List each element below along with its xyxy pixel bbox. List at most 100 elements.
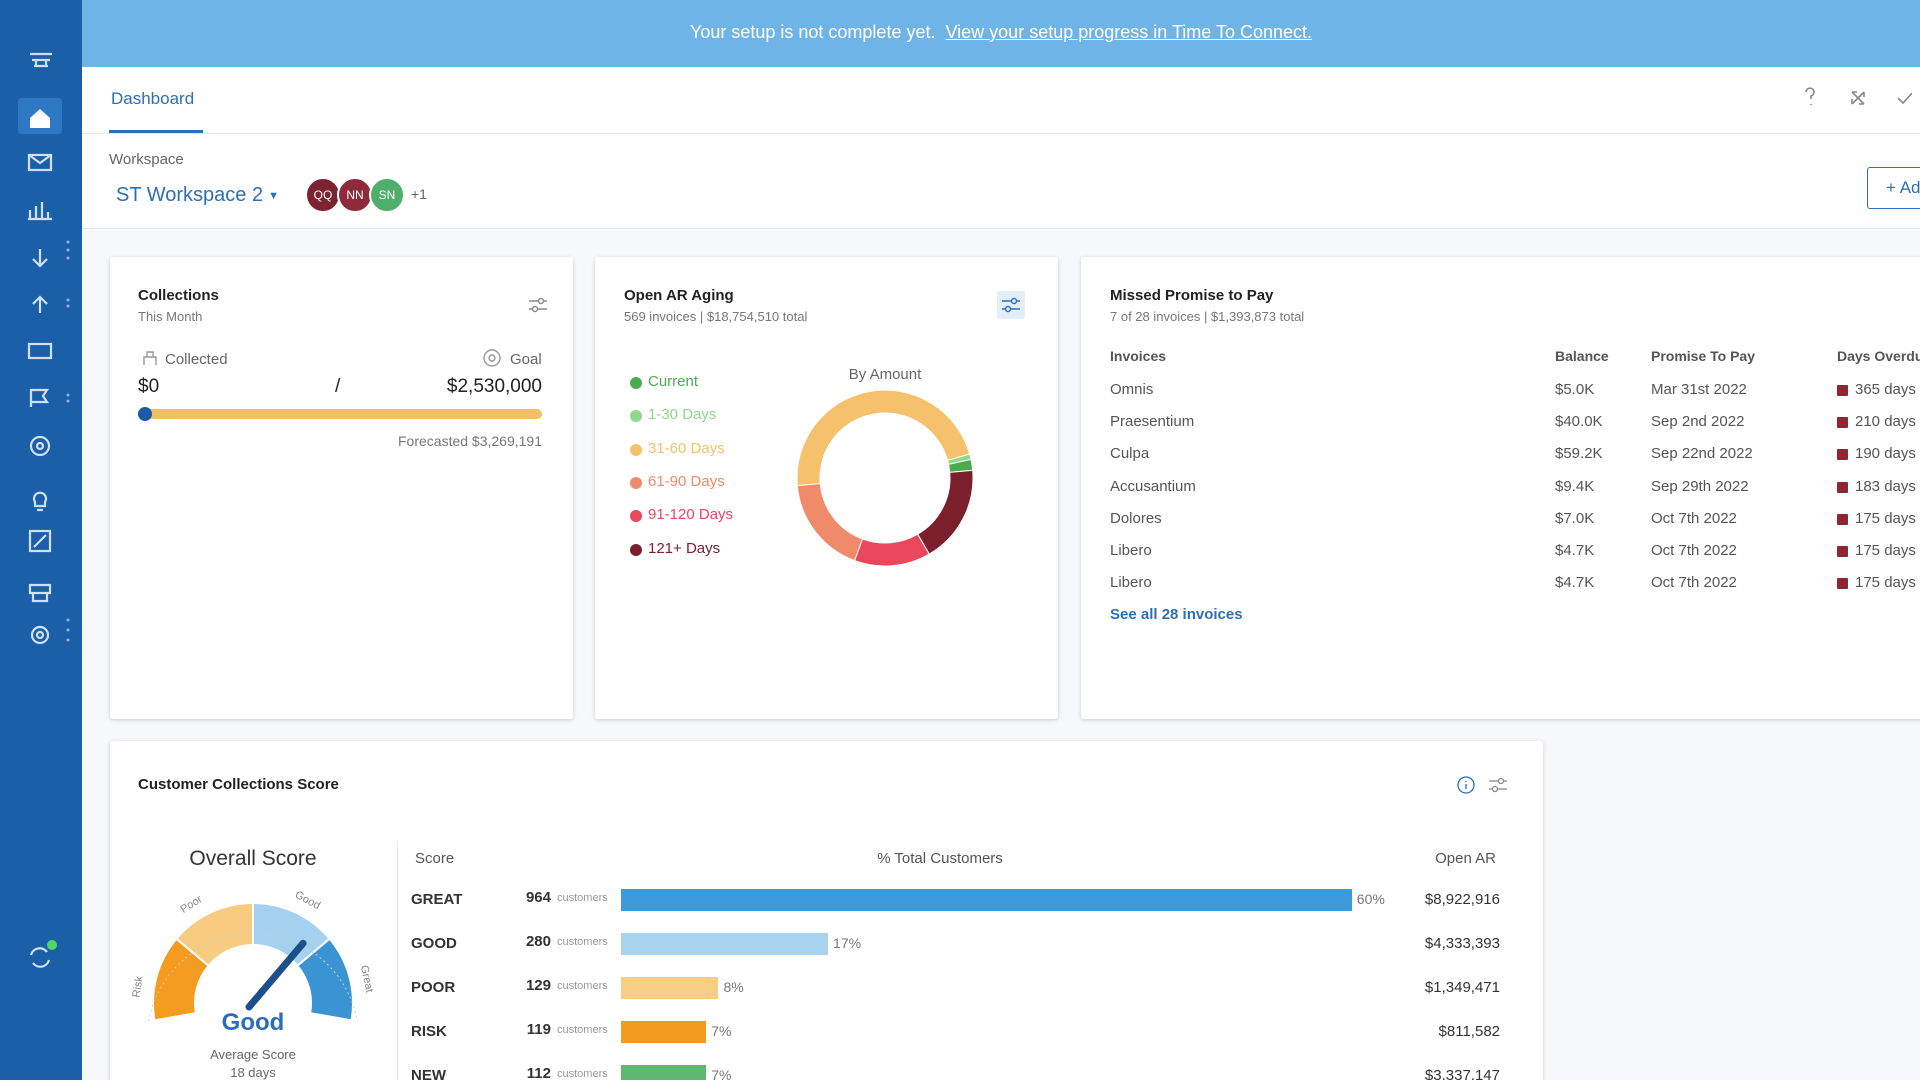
filter-icon[interactable] [528,297,548,313]
collected-icon [143,351,157,365]
percent-icon[interactable] [28,529,52,553]
score-bar [621,889,1352,911]
invoice-name[interactable]: Omnis [1110,381,1154,398]
filter-icon[interactable] [1489,780,1507,790]
open-ar-value: $811,582 [1438,1023,1500,1040]
see-all-link[interactable]: See all 28 invoices [1110,606,1243,623]
open-ar-value: $8,922,916 [1424,891,1500,908]
expand-icon[interactable] [1851,91,1865,105]
reports-icon[interactable] [28,202,52,221]
overdue-marker [1837,481,1848,493]
collections-card: Collections This Month Collected Goal $0… [110,257,573,719]
invoice-name[interactable]: Libero [1110,574,1152,592]
column-header: % Total Customers [877,850,1003,867]
member-avatar[interactable]: QQ [305,177,341,213]
gauge-needle [245,939,307,1011]
customer-unit: customers [557,1024,608,1036]
percent-label: 8% [723,979,744,995]
goal-icon [483,349,501,367]
upload-icon[interactable] [32,295,48,313]
workspace-selector[interactable]: ST Workspace 2 ▼ [116,184,279,207]
percent-label: 17% [833,935,862,951]
idea-icon[interactable] [32,491,48,512]
customer-unit: customers [557,936,608,948]
score-name: POOR [411,979,456,996]
collected-value: $0 [138,376,160,397]
percent-label: 60% [1356,891,1385,907]
banner-link[interactable]: View your setup progress in Time To Conn… [945,22,1313,42]
table-cell: Mar 31st 2022 [1651,381,1747,398]
customer-unit: customers [557,1068,608,1080]
legend-dot [630,543,642,556]
table-cell: $4.7K [1555,574,1595,592]
table-cell: 190 days [1855,445,1916,463]
dashboard-tab[interactable]: Dashboard [111,89,195,108]
donut-segment [917,469,974,555]
column-header: Invoices [1110,348,1167,364]
gauge-label: Great [358,964,375,993]
table-cell: $9.4K [1555,477,1595,495]
invoice-name[interactable]: Culpa [1110,445,1150,463]
gauge-outline [148,933,358,1022]
value-separator: / [335,376,341,397]
download-icon[interactable] [32,249,48,268]
collected-label: Collected [165,351,228,368]
mail-icon[interactable] [27,153,53,172]
filter-button[interactable] [997,291,1025,319]
legend-label: 61-90 Days [648,472,725,490]
help-icon[interactable] [1805,87,1815,105]
legend-dot [630,443,642,456]
workspace-name[interactable]: ST Workspace 2 [116,184,264,206]
gauge-label: Poor [178,893,204,916]
table-cell: $7.0K [1555,509,1595,527]
filter-icon[interactable] [997,291,1025,319]
add-button-label[interactable]: + Add [1886,178,1920,197]
target-icon[interactable] [29,435,51,457]
member-avatar[interactable]: NN [337,177,373,213]
card-subtitle: 569 invoices | $18,754,510 total [624,309,808,324]
flag-icon[interactable] [29,388,50,407]
donut-segment [853,533,930,567]
table-cell: $4.7K [1555,542,1595,559]
more-members[interactable]: +1 [411,186,427,202]
score-name: RISK [411,1023,447,1040]
goal-value: $2,530,000 [446,376,542,397]
invoice-name[interactable]: Dolores [1110,509,1162,527]
invoice-name[interactable]: Libero [1110,542,1152,559]
score-name: NEW [411,1067,446,1080]
table-cell: 175 days [1855,574,1916,592]
donut-segment [796,389,971,487]
table-cell: 175 days [1855,542,1916,559]
goal-label: Goal [510,351,542,368]
overall-score-title: Overall Score [189,847,317,870]
card-title: Customer Collections Score [138,776,339,793]
legend-label: 121+ Days [648,539,721,557]
customer-count: 280 [525,933,551,950]
print-icon[interactable] [28,583,52,603]
sync-icon[interactable] [29,947,51,968]
table-cell: Sep 2nd 2022 [1651,413,1745,431]
table-cell: $59.2K [1555,445,1603,463]
chart-title: By Amount [848,366,922,383]
card-subtitle: This Month [138,309,203,324]
settings-icon[interactable] [30,625,50,645]
add-button[interactable]: + Add [1867,167,1920,209]
home-icon[interactable] [30,109,50,128]
card-icon[interactable] [27,342,53,360]
score-name: GOOD [411,935,457,952]
table-cell: Oct 7th 2022 [1651,542,1737,559]
legend-dot [630,510,642,523]
sidebar [0,0,82,1080]
check-icon[interactable] [1897,92,1912,105]
table-cell: $5.0K [1555,381,1595,398]
invoice-name[interactable]: Praesentium [1110,413,1195,431]
logo-icon[interactable] [30,52,52,68]
info-icon[interactable] [1457,776,1475,794]
customer-unit: customers [557,980,608,992]
invoice-name[interactable]: Accusantium [1110,477,1196,495]
progress-marker [138,407,152,421]
legend-label: 31-60 Days [648,439,725,457]
average-label: Average Score [210,1047,296,1062]
member-avatar[interactable]: SN [369,177,405,213]
percent-label: 7% [711,1023,732,1039]
